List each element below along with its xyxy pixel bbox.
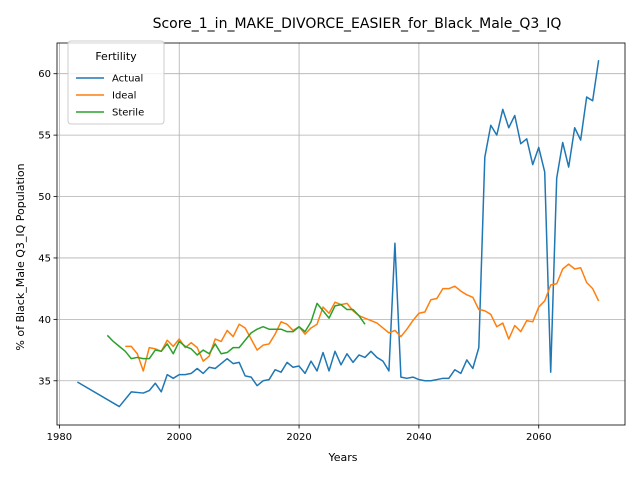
x-tick-label: 2000 — [167, 432, 192, 443]
series-lines — [76, 60, 600, 408]
x-tick-label: 2040 — [406, 432, 431, 443]
x-tick-label: 2020 — [286, 432, 311, 443]
y-tick-label: 60 — [38, 69, 51, 80]
y-tick-label: 40 — [38, 315, 51, 326]
ticks: 1980 2000 2020 2040 2060 35 40 45 50 55 60 — [38, 69, 551, 443]
series-line-actual — [76, 60, 600, 408]
series-line-ideal — [125, 263, 600, 372]
x-axis-label: Years — [327, 451, 357, 464]
y-tick-label: 55 — [38, 131, 51, 142]
grid — [57, 43, 625, 425]
series-line-sterile — [106, 302, 366, 360]
y-axis-label: % of Black_Male Q3_IQ Population — [14, 163, 27, 350]
legend-entry-sterile: Sterile — [112, 108, 144, 119]
y-tick-label: 35 — [38, 376, 51, 387]
legend-box — [67, 40, 165, 125]
legend-entry-actual: Actual — [112, 74, 143, 85]
legend-entry-ideal: Ideal — [112, 91, 136, 102]
y-tick-label: 50 — [38, 192, 51, 203]
x-tick-label: 1980 — [47, 432, 72, 443]
plot-frame — [56, 42, 626, 426]
legend: Fertility Actual Ideal Sterile — [67, 40, 165, 125]
y-tick-label: 45 — [38, 253, 51, 264]
legend-title: Fertility — [95, 50, 137, 63]
axes — [56, 42, 626, 426]
x-tick-label: 2060 — [526, 432, 551, 443]
chart-title: Score_1_in_MAKE_DIVORCE_EASIER_for_Black… — [153, 16, 562, 32]
